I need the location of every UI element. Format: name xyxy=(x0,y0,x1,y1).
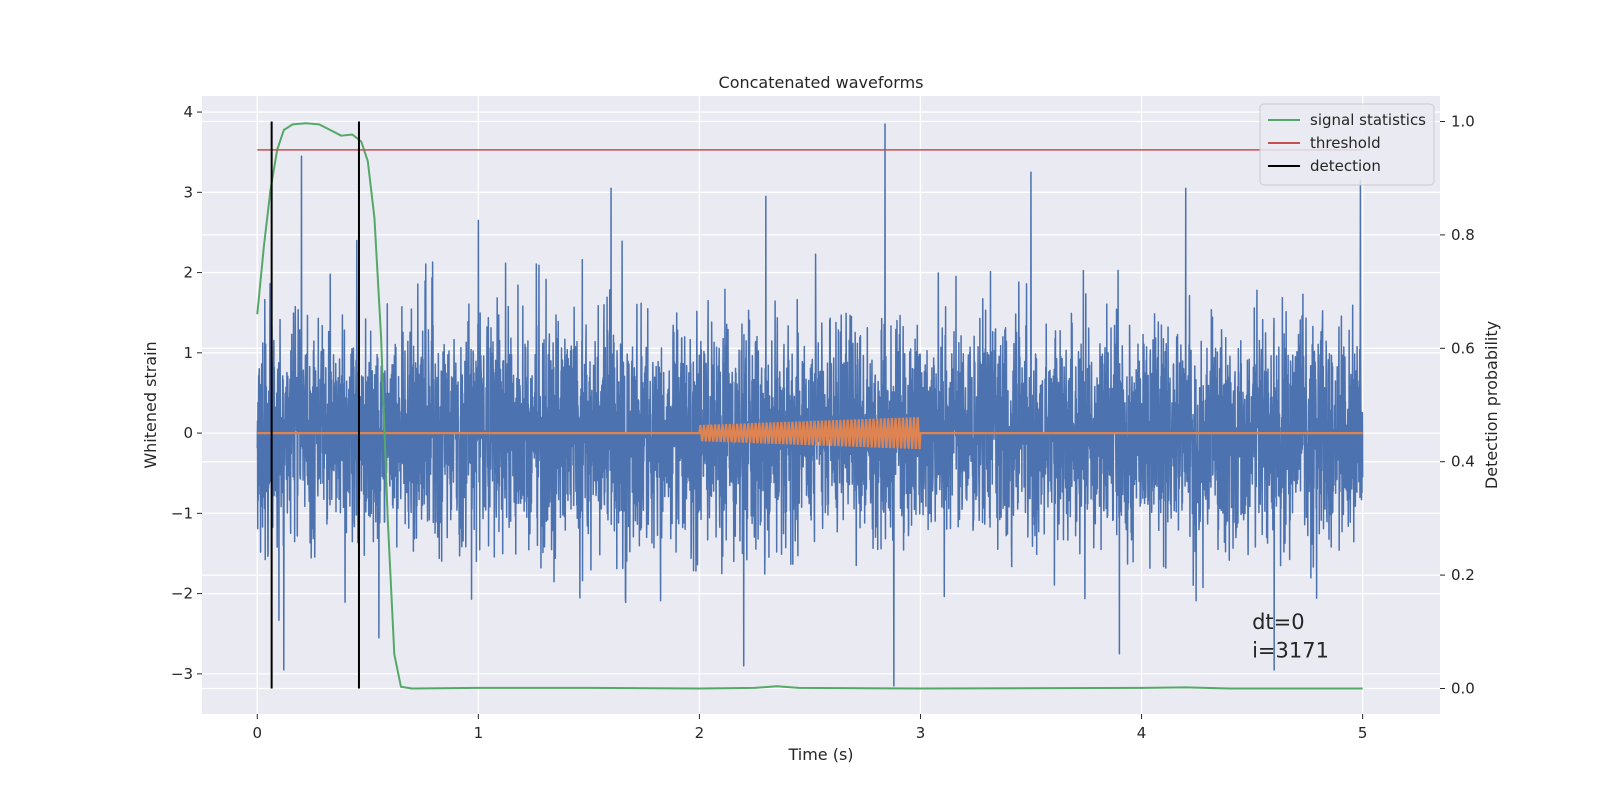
legend-frame xyxy=(1259,103,1435,186)
x-axis-label: Time (s) xyxy=(787,745,853,764)
y2-tick-label: 0.4 xyxy=(1451,453,1475,471)
x-tick-label: 0 xyxy=(252,724,262,742)
x-tick-label: 1 xyxy=(474,724,484,742)
x-tick-label: 4 xyxy=(1137,724,1147,742)
y-tick-label: 3 xyxy=(183,183,193,201)
y2-tick-label: 0.8 xyxy=(1451,226,1475,244)
y2-tick-label: 0.2 xyxy=(1451,566,1475,584)
legend-label: threshold xyxy=(1310,134,1381,152)
y-tick-label: −3 xyxy=(171,665,193,683)
y-tick-label: −1 xyxy=(171,504,193,522)
y2-tick-label: 0.6 xyxy=(1451,339,1475,357)
plot-area: dt=0 i=3171 xyxy=(256,121,1364,690)
series-injected-signal-line xyxy=(257,417,1363,450)
legend-label: detection xyxy=(1310,157,1381,175)
x-tick-label: 2 xyxy=(695,724,705,742)
axes: 0 1 2 3 4 5 −3 −2 −1 0 1 2 3 4 0.0 0.2 0.4 0.6 0.8 1.0 xyxy=(171,103,1475,742)
y-tick-label: 1 xyxy=(183,344,193,362)
y2-tick-label: 1.0 xyxy=(1451,113,1475,131)
x-tick-label: 5 xyxy=(1358,724,1368,742)
x-tick-label: 3 xyxy=(916,724,926,742)
y-tick-label: 0 xyxy=(183,424,193,442)
series-signal-statistics-line xyxy=(256,122,1363,690)
y-tick-label: −2 xyxy=(171,585,193,603)
y-tick-label: 2 xyxy=(183,264,193,282)
chart-title: Concatenated waveforms xyxy=(719,73,924,92)
y2-tick-label: 0.0 xyxy=(1451,679,1475,697)
y-axis-label: Whitened strain xyxy=(141,341,160,468)
y2-axis-label: Detection probability xyxy=(1482,321,1501,489)
y-tick-label: 4 xyxy=(183,103,193,121)
series-strain-line xyxy=(256,123,1364,687)
legend-label: signal statistics xyxy=(1310,111,1426,129)
annotation-text: dt=0 xyxy=(1252,610,1305,634)
annotation-text: i=3171 xyxy=(1252,638,1329,662)
legend: signal statistics threshold detection xyxy=(1259,103,1435,186)
